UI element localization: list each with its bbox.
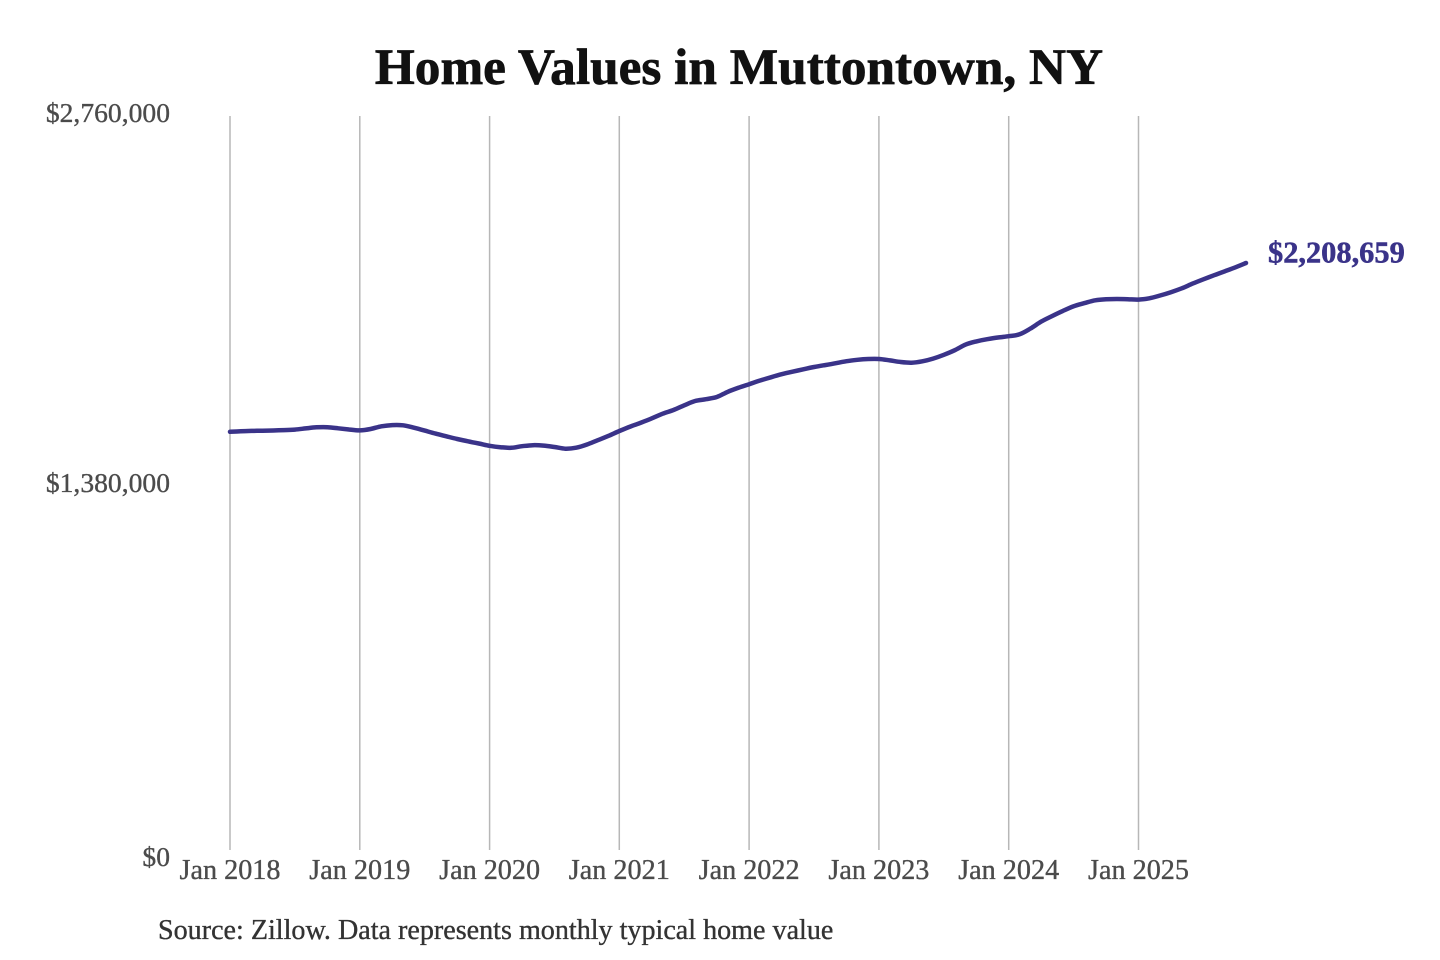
svg-text:$2,208,659: $2,208,659	[1268, 236, 1405, 270]
svg-text:$0: $0	[142, 841, 170, 872]
svg-text:Home Values in Muttontown, NY: Home Values in Muttontown, NY	[375, 39, 1103, 96]
svg-text:Jan 2025: Jan 2025	[1088, 855, 1189, 886]
svg-text:Jan 2023: Jan 2023	[828, 855, 929, 886]
svg-text:$1,380,000: $1,380,000	[46, 467, 170, 498]
svg-text:$2,760,000: $2,760,000	[46, 97, 170, 128]
svg-text:Jan 2021: Jan 2021	[569, 855, 670, 886]
svg-text:Jan 2020: Jan 2020	[439, 855, 540, 886]
svg-text:Jan 2018: Jan 2018	[180, 855, 281, 886]
svg-text:Jan 2019: Jan 2019	[309, 855, 410, 886]
svg-text:Source: Zillow. Data represent: Source: Zillow. Data represents monthly …	[158, 915, 833, 946]
svg-text:Jan 2024: Jan 2024	[958, 855, 1059, 886]
svg-text:Jan 2022: Jan 2022	[699, 855, 800, 886]
